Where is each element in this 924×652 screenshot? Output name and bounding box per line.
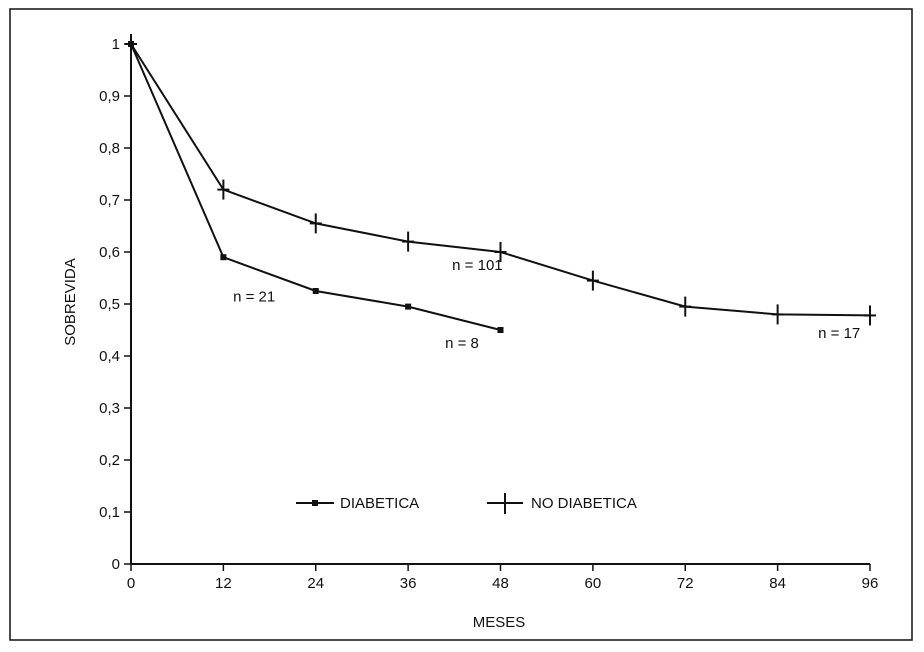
y-tick-label-5: 0,5 [99,296,120,313]
legend-item-diabetica: DIABETICA [296,495,419,512]
legend-label-diabetica: DIABETICA [340,495,419,512]
x-tick-label-84: 84 [769,575,786,592]
point-diabetica-24 [312,288,319,294]
legend-label-no-diabetica: NO DIABETICA [531,495,637,512]
axes: 0 12 24 36 48 60 72 84 96 0 0,1 0,2 0,3 0,4 0,5 0,6 0,7 0… [99,36,878,592]
y-tick-label-6: 0,6 [99,244,120,261]
y-tick-label-2: 0,2 [99,452,120,469]
legend-marker-diabetica [312,500,318,506]
y-tick-label-0: 0 [112,556,120,573]
annotation-1: n = 8 [445,335,479,352]
point-no-diabetica-12 [217,179,230,200]
point-diabetica-36 [405,303,412,310]
point-diabetica-12 [220,254,227,261]
legend: DIABETICA NO DIABETICA [296,493,637,514]
x-tick-label-0: 0 [127,575,135,592]
annotation-3: n = 17 [818,325,860,342]
x-tick-label-36: 36 [400,575,417,592]
legend-item-no-diabetica: NO DIABETICA [487,493,637,514]
chart-frame [9,8,913,641]
point-no-diabetica-36 [402,231,415,252]
point-no-diabetica-72 [679,296,692,317]
point-diabetica-48 [497,327,504,333]
series-layer [125,34,876,333]
x-axis-label: MESES [473,614,526,631]
point-no-diabetica-24 [309,213,322,234]
point-no-diabetica-0 [125,34,137,54]
point-no-diabetica-60 [586,270,599,291]
x-tick-label-24: 24 [307,575,324,592]
x-tick-label-48: 48 [492,575,509,592]
x-tick-label-96: 96 [862,575,879,592]
x-tick-label-60: 60 [585,575,602,592]
annotation-0: n = 21 [233,288,275,305]
y-tick-label-7: 0,7 [99,192,120,209]
series-line-no-diabetica [130,43,871,317]
y-tick-label-9: 0,9 [99,88,120,105]
y-axis-label: SOBREVIDA [62,258,79,346]
y-tick-label-1: 0,1 [99,504,120,521]
annotation-layer: n = 21 n = 8 n = 101 n = 17 [233,257,860,352]
y-tick-label-4: 0,4 [99,348,120,365]
y-tick-label-8: 0,8 [99,140,120,157]
x-tick-label-72: 72 [677,575,694,592]
annotation-2: n = 101 [452,257,502,274]
point-no-diabetica-96 [864,305,876,326]
y-tick-label-10: 1 [112,36,120,53]
point-no-diabetica-48 [494,242,507,262]
series-line-diabetica [130,43,501,331]
point-no-diabetica-84 [771,304,784,325]
x-tick-label-12: 12 [215,575,232,592]
y-tick-label-3: 0,3 [99,400,120,417]
